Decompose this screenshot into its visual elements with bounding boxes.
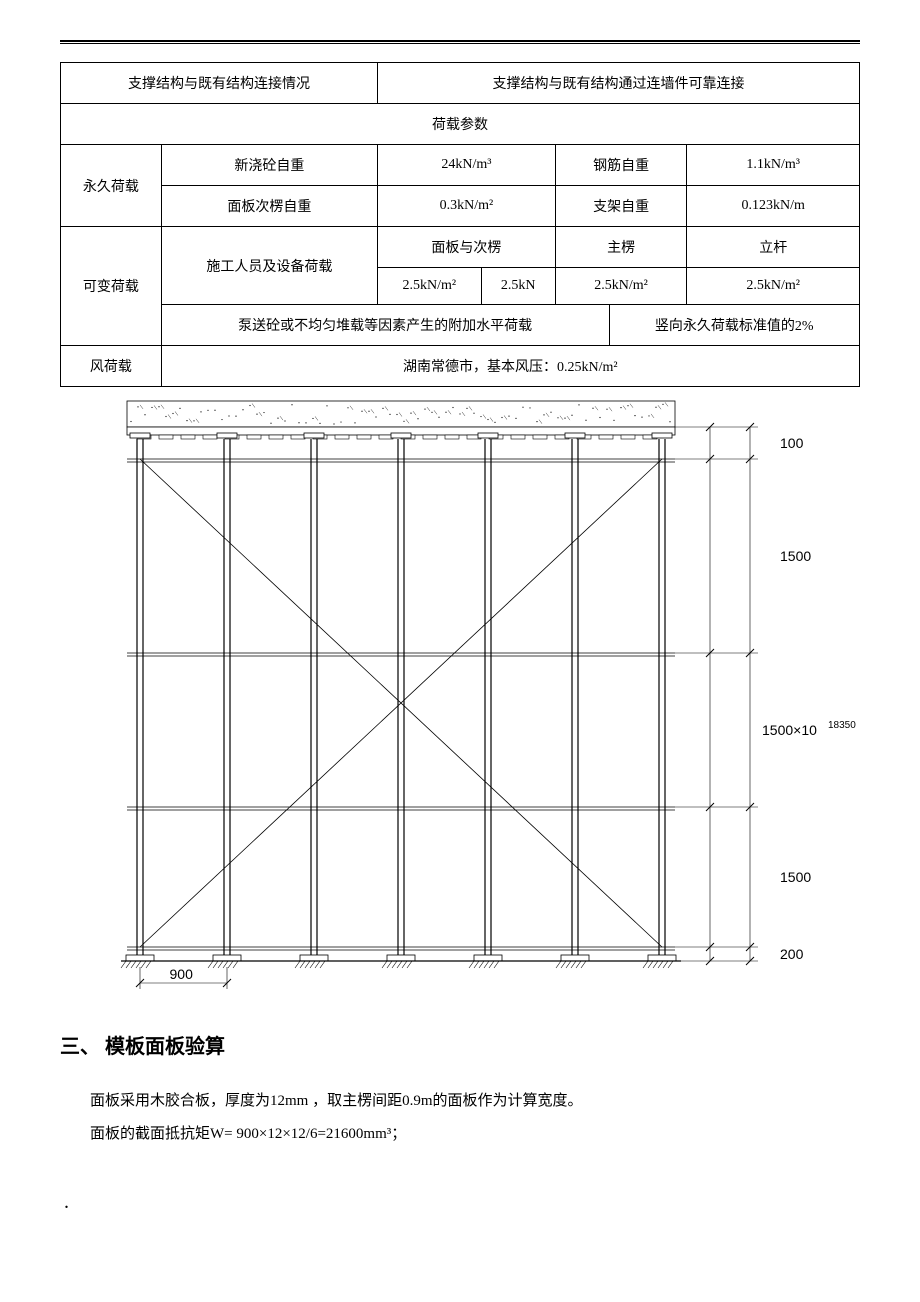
paragraph: 面板采用木胶合板，厚度为12mm ，取主楞间距0.9m的面板作为计算宽度。 <box>60 1085 860 1118</box>
cell: 2.5kN <box>481 268 555 305</box>
cell-perm-label: 永久荷载 <box>61 145 162 227</box>
footer-dot: . <box>64 1191 860 1214</box>
cell: 主楞 <box>555 227 687 268</box>
cell: 24kN/m³ <box>378 145 556 186</box>
cell: 面板与次楞 <box>378 227 556 268</box>
svg-text:1500: 1500 <box>780 548 811 564</box>
cell: 2.5kN/m² <box>687 268 860 305</box>
table-row: 支撑结构与既有结构连接情况 支撑结构与既有结构通过连墙件可靠连接 <box>61 63 860 104</box>
scaffold-svg: 100 1500 1500×10 18350 1500 200 900 <box>60 387 860 997</box>
table-row: 永久荷载 新浇砼自重 24kN/m³ 钢筋自重 1.1kN/m³ <box>61 145 860 186</box>
cell: 施工人员及设备荷载 <box>161 227 377 305</box>
cell: 2.5kN/m² <box>378 268 482 305</box>
cell: 钢筋自重 <box>555 145 687 186</box>
svg-text:1500×10: 1500×10 <box>762 722 817 738</box>
cell-wind-label: 风荷载 <box>61 346 162 387</box>
cell: 新浇砼自重 <box>161 145 377 186</box>
cell: 0.3kN/m² <box>378 186 556 227</box>
svg-text:900: 900 <box>170 966 194 982</box>
cell: 2.5kN/m² <box>555 268 687 305</box>
cell: 0.123kN/m <box>687 186 860 227</box>
table-row: 泵送砼或不均匀堆载等因素产生的附加水平荷载 竖向永久荷载标准值的2% <box>61 305 860 346</box>
cell: 竖向永久荷载标准值的2% <box>609 305 860 346</box>
svg-text:1500: 1500 <box>780 869 811 885</box>
svg-text:18350: 18350 <box>828 720 856 731</box>
cell: 支架自重 <box>555 186 687 227</box>
table-row: 面板次楞自重 0.3kN/m² 支架自重 0.123kN/m <box>61 186 860 227</box>
scaffold-diagram: 100 1500 1500×10 18350 1500 200 900 <box>60 387 860 1002</box>
cell: 1.1kN/m³ <box>687 145 860 186</box>
cell: 面板次楞自重 <box>161 186 377 227</box>
svg-text:100: 100 <box>780 435 804 451</box>
table-row: 荷载参数 <box>61 104 860 145</box>
cell: 泵送砼或不均匀堆载等因素产生的附加水平荷载 <box>161 305 609 346</box>
paragraph: 面板的截面抵抗矩W= 900×12×12/6=21600mm³； <box>60 1118 860 1151</box>
table-row: 可变荷载 施工人员及设备荷载 面板与次楞 主楞 立杆 <box>61 227 860 268</box>
header-rule <box>60 40 860 44</box>
cell-connection-label: 支撑结构与既有结构连接情况 <box>61 63 378 104</box>
section-title: 三、 模板面板验算 <box>60 1030 860 1059</box>
cell-wind-value: 湖南常德市，基本风压：0.25kN/m² <box>161 346 859 387</box>
cell: 立杆 <box>687 227 860 268</box>
cell-connection-value: 支撑结构与既有结构通过连墙件可靠连接 <box>378 63 860 104</box>
parameter-table: 支撑结构与既有结构连接情况 支撑结构与既有结构通过连墙件可靠连接 荷载参数 永久… <box>60 62 860 387</box>
cell-load-header: 荷载参数 <box>61 104 860 145</box>
cell-var-label: 可变荷载 <box>61 227 162 346</box>
svg-text:200: 200 <box>780 946 804 962</box>
table-row: 风荷载 湖南常德市，基本风压：0.25kN/m² <box>61 346 860 387</box>
